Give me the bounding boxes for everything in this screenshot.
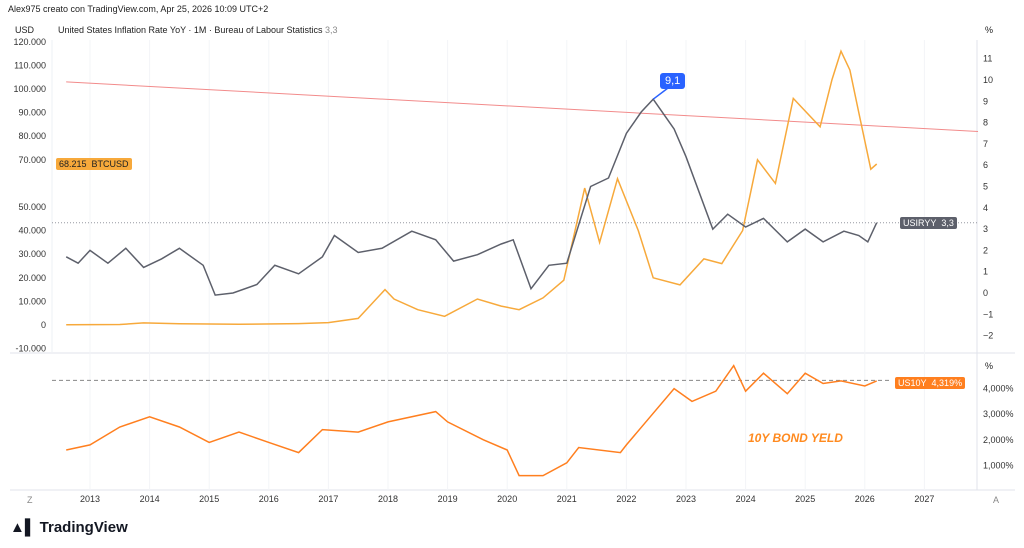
btc-price-tag: 68.215 BTCUSD: [56, 158, 132, 170]
x-tick-label: 2021: [557, 494, 577, 504]
right-tick-label: 10: [983, 75, 993, 85]
x-tick-label: 2025: [795, 494, 815, 504]
lower-tick-label: 4,000%: [983, 384, 1014, 394]
left-tick-label: 120.000: [13, 37, 46, 47]
trend-line: [66, 81, 979, 132]
left-tick-label: 40.000: [18, 226, 46, 236]
right-tick-label: 2: [983, 245, 988, 255]
x-tick-label: 2023: [676, 494, 696, 504]
series-line-us10y: [66, 364, 877, 477]
cpi-value: 3,3: [941, 218, 954, 228]
series-last-value: 3,3: [325, 25, 338, 35]
x-tick-label: 2027: [914, 494, 934, 504]
left-tick-label: 20.000: [18, 273, 46, 283]
right-tick-label: 8: [983, 118, 988, 128]
series-title: United States Inflation Rate YoY · 1M · …: [58, 25, 338, 35]
scale-z-button[interactable]: Z: [27, 495, 33, 505]
left-tick-label: 80.000: [18, 131, 46, 141]
x-tick-label: 2018: [378, 494, 398, 504]
series-line-usiryy: [65, 98, 878, 296]
right-tick-label: 11: [983, 54, 992, 64]
x-tick-label: 2015: [199, 494, 219, 504]
btc-price: 68.215: [59, 159, 87, 169]
right-tick-label: −1: [983, 309, 993, 319]
bond-tag: US10Y 4,319%: [895, 377, 966, 389]
x-tick-label: 2020: [497, 494, 517, 504]
x-tick-label: 2013: [80, 494, 100, 504]
right-tick-label: 5: [983, 182, 988, 192]
left-tick-label: 90.000: [18, 108, 46, 118]
left-tick-label: 100.000: [13, 84, 46, 94]
right-tick-label: 1: [983, 267, 988, 277]
x-tick-label: 2022: [616, 494, 636, 504]
right-tick-label: 3: [983, 224, 988, 234]
left-tick-label: 10.000: [18, 296, 46, 306]
left-tick-label: 110.000: [14, 60, 46, 70]
right-unit: %: [985, 25, 994, 35]
peak-label-pointer: [652, 87, 669, 100]
bond-symbol: US10Y: [898, 378, 927, 388]
lower-unit: %: [985, 361, 994, 371]
x-tick-label: 2024: [736, 494, 756, 504]
series-line-btcusd: [66, 49, 878, 326]
tradingview-logo: ▲▌ TradingView: [10, 519, 128, 536]
auto-scale-button[interactable]: A: [993, 495, 1000, 505]
logo-text: TradingView: [39, 519, 128, 536]
x-tick-label: 2017: [318, 494, 338, 504]
right-tick-label: 7: [983, 139, 988, 149]
x-tick-label: 2026: [855, 494, 875, 504]
left-tick-label: -10.000: [15, 344, 46, 354]
right-tick-label: −2: [983, 331, 993, 341]
lower-tick-label: 3,000%: [983, 409, 1014, 419]
peak-label: 9,1: [660, 73, 686, 89]
bond-value: 4,319%: [931, 378, 963, 388]
logo-icon: ▲▌: [10, 519, 36, 536]
right-tick-label: 0: [983, 288, 988, 298]
lower-tick-label: 2,000%: [983, 435, 1014, 445]
left-tick-label: 50.000: [18, 202, 46, 212]
cpi-tag: USIRYY 3,3: [900, 217, 957, 229]
bond-annotation: 10Y BOND YELD: [748, 431, 843, 445]
left-tick-label: 70.000: [18, 155, 46, 165]
right-tick-label: 4: [983, 203, 988, 213]
right-tick-label: 9: [983, 96, 988, 106]
x-tick-label: 2014: [140, 494, 160, 504]
credit-text: Alex975 creato con TradingView.com, Apr …: [8, 4, 269, 14]
cpi-symbol: USIRYY: [903, 218, 937, 228]
left-unit: USD: [15, 25, 35, 35]
x-tick-label: 2019: [438, 494, 458, 504]
right-tick-label: 6: [983, 160, 988, 170]
lower-tick-label: 1,000%: [983, 460, 1014, 470]
x-tick-label: 2016: [259, 494, 279, 504]
left-tick-label: 0: [41, 320, 46, 330]
btc-symbol: BTCUSD: [91, 159, 129, 169]
series-title-text: United States Inflation Rate YoY · 1M · …: [58, 25, 323, 35]
left-tick-label: 30.000: [18, 249, 46, 259]
